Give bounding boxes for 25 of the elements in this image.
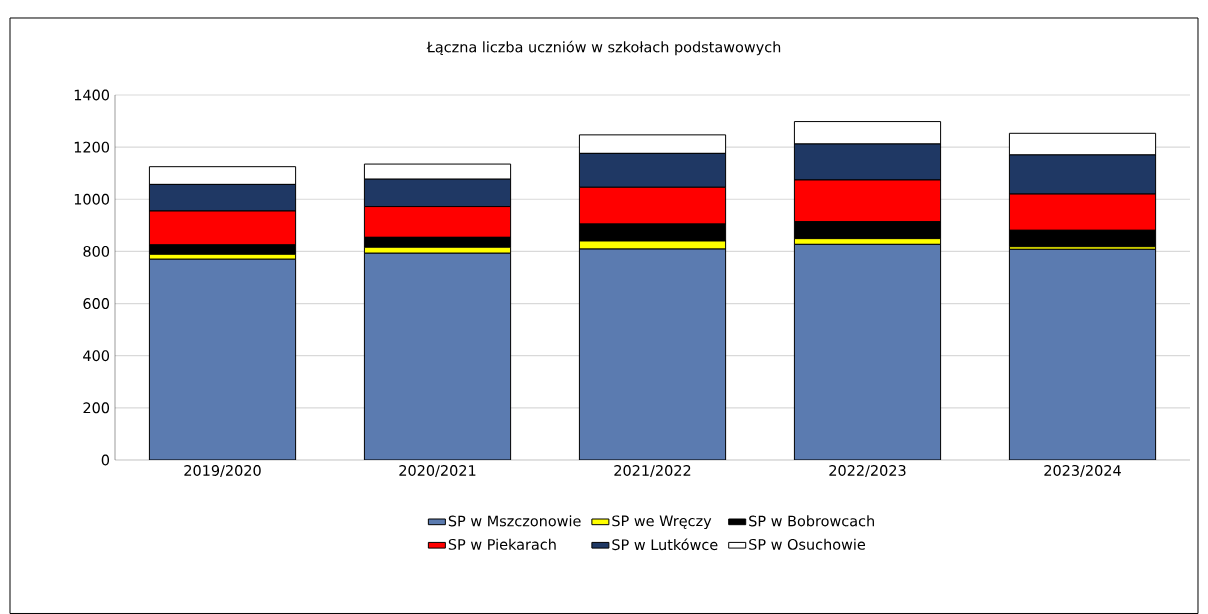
x-tick-label: 2021/2022: [614, 464, 691, 478]
y-tick-label: 1200: [74, 141, 110, 153]
legend-label: SP w Bobrowcach: [749, 515, 874, 527]
x-tick-label: 2022/2023: [829, 464, 906, 478]
y-tick-label: 0: [101, 454, 110, 466]
y-tick-label: 200: [83, 402, 110, 414]
y-tick-label: 400: [83, 350, 110, 362]
x-tick-label: 2023/2024: [1044, 464, 1121, 478]
legend-label: SP w Piekarach: [448, 538, 556, 550]
bar: [793, 243, 942, 460]
y-tick-label: 800: [83, 245, 110, 257]
bar: [578, 248, 727, 460]
legend-label: SP we Wręczy: [612, 515, 712, 530]
bar: [363, 252, 512, 460]
bar: [1008, 248, 1157, 460]
legend-label: SP w Osuchowie: [749, 538, 866, 550]
y-tick-label: 1400: [74, 89, 110, 101]
bar: [148, 258, 297, 460]
chart-title: Łączna liczba uczniów w szkołach podstawowych: [426, 40, 781, 56]
y-tick-label: 600: [83, 298, 110, 310]
legend-label: SP w Lutkówce: [612, 538, 718, 551]
x-tick-label: 2019/2020: [184, 464, 261, 478]
legend-label: SP w Mszczonowie: [448, 515, 581, 527]
y-tick-label: 1000: [74, 193, 110, 205]
x-tick-label: 2020/2021: [399, 464, 476, 478]
